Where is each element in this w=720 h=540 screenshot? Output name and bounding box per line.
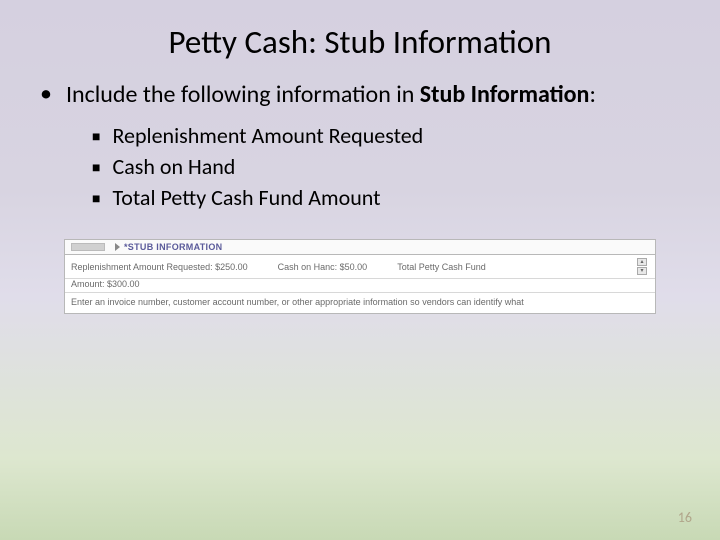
main-bullet: • Include the following information in S… (40, 80, 680, 110)
slide-title: Petty Cash: Stub Information (0, 0, 720, 80)
square-bullet-icon: ■ (92, 159, 100, 176)
square-bullet-icon: ■ (92, 128, 100, 145)
scroll-up-icon[interactable]: ▴ (637, 258, 647, 266)
stub-text-group: Replenishment Amount Requested: $250.00 … (71, 262, 637, 272)
stub-header-row: *STUB INFORMATION (65, 240, 655, 255)
sub-bullet-1: ■ Cash on Hand (92, 153, 680, 180)
expand-triangle-icon (115, 243, 120, 251)
stub-header-label: *STUB INFORMATION (124, 242, 222, 252)
scroll-down-icon[interactable]: ▾ (637, 267, 647, 275)
sub-bullet-0-text: Replenishment Amount Requested (112, 122, 423, 149)
page-number: 16 (678, 509, 692, 526)
sub-bullet-2-text: Total Petty Cash Fund Amount (112, 184, 380, 211)
stub-replenishment: Replenishment Amount Requested: $250.00 (71, 262, 248, 272)
tab-stub-icon (71, 243, 105, 251)
slide-content: • Include the following information in S… (0, 80, 720, 314)
sub-bullet-1-text: Cash on Hand (112, 153, 235, 180)
bullet-dot-icon: • (40, 80, 52, 109)
main-bullet-suffix: : (589, 80, 595, 109)
scroll-arrows: ▴ ▾ (637, 258, 649, 275)
main-bullet-prefix: Include the following information in (66, 80, 420, 109)
main-bullet-bold: Stub Information (420, 80, 590, 109)
sub-bullet-list: ■ Replenishment Amount Requested ■ Cash … (40, 122, 680, 211)
stub-body-row: Replenishment Amount Requested: $250.00 … (65, 255, 655, 279)
stub-total-label: Total Petty Cash Fund (397, 262, 486, 272)
stub-amount-line: Amount: $300.00 (65, 279, 655, 293)
square-bullet-icon: ■ (92, 190, 100, 207)
stub-info-screenshot: *STUB INFORMATION Replenishment Amount R… (64, 239, 656, 314)
sub-bullet-2: ■ Total Petty Cash Fund Amount (92, 184, 680, 211)
sub-bullet-0: ■ Replenishment Amount Requested (92, 122, 680, 149)
stub-cash-on-hand: Cash on Hanc: $50.00 (278, 262, 368, 272)
main-bullet-text: Include the following information in Stu… (66, 80, 596, 110)
stub-hint-row: Enter an invoice number, customer accoun… (65, 293, 655, 313)
